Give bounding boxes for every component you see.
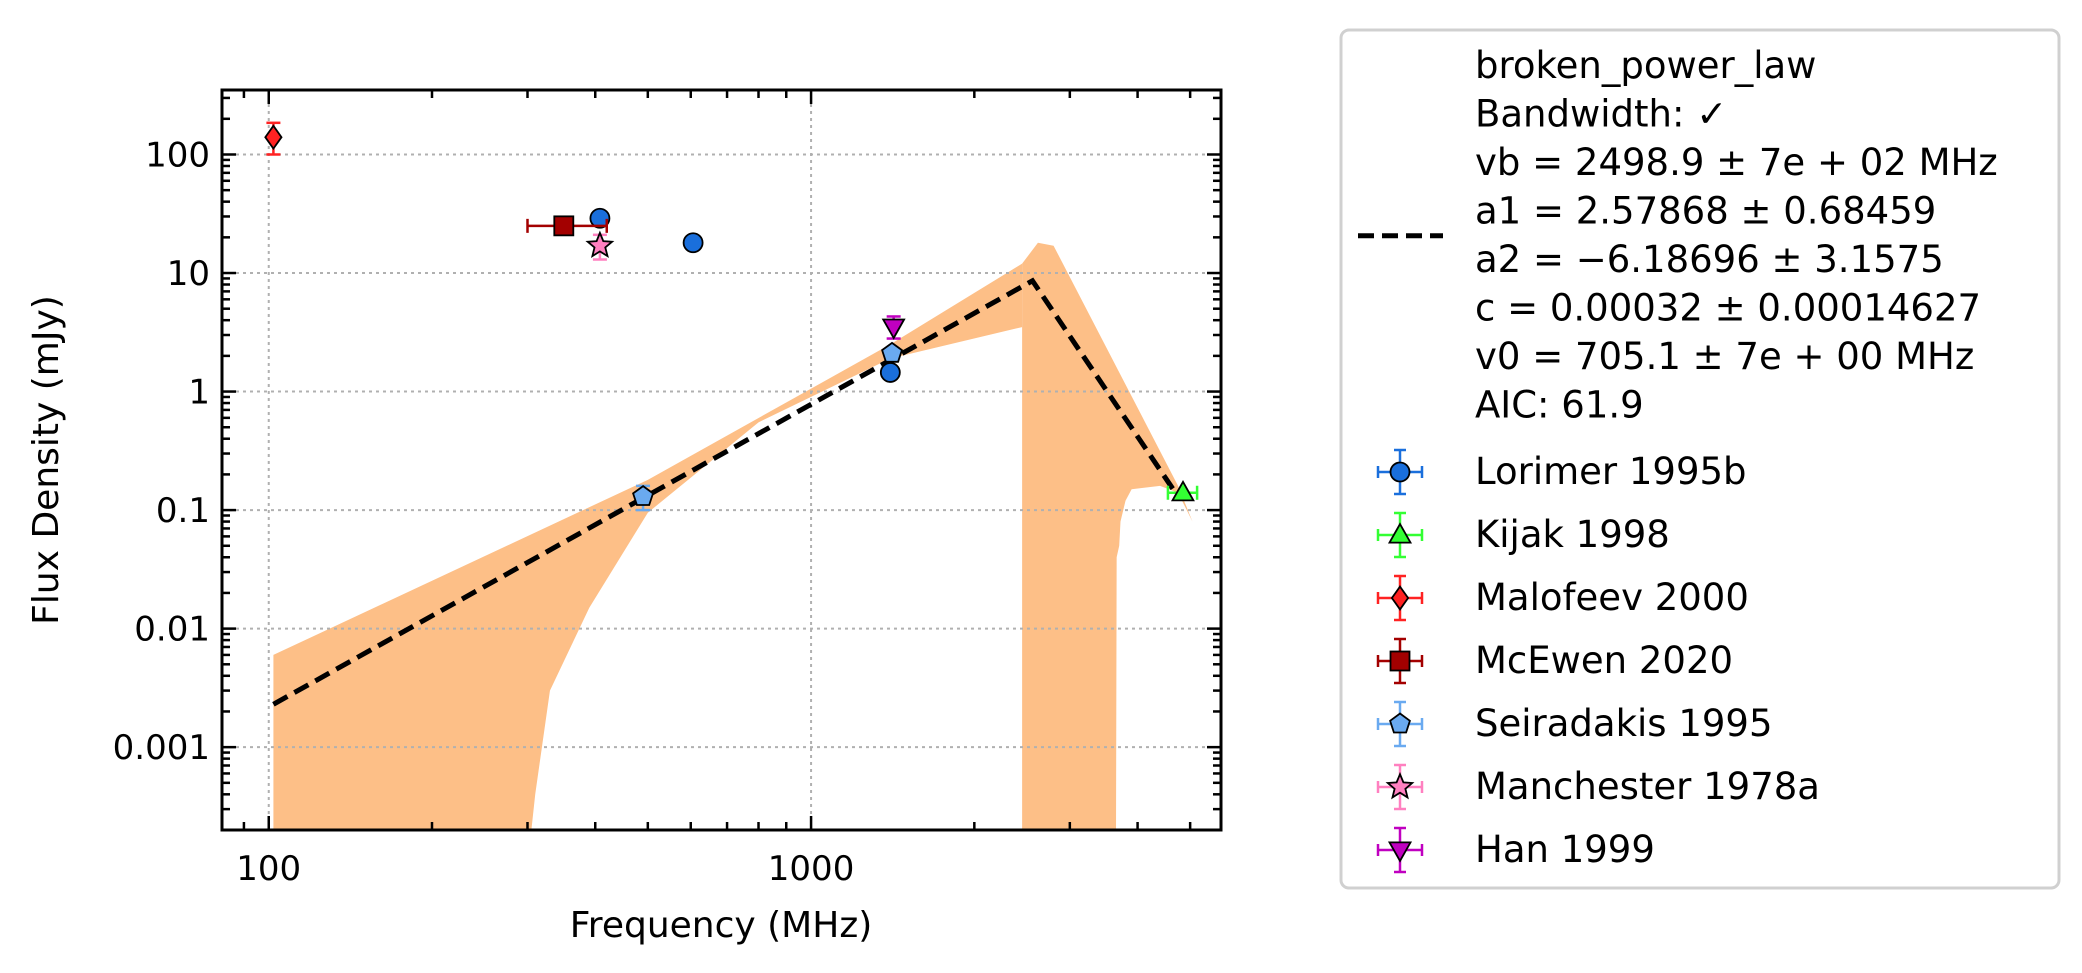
legend-frame [1339, 28, 2061, 890]
legend-fit-text: vb = 2498.9 ± 7e + 02 MHz [1475, 141, 1998, 184]
x-tick-label: 1000 [768, 849, 855, 889]
axis-ticks [222, 90, 1221, 832]
legend-fit-text: AIC: 61.9 [1475, 384, 1644, 427]
data-point [589, 207, 611, 229]
grid [222, 90, 1221, 830]
x-tick-label: 100 [236, 849, 301, 889]
legend-fit-text: c = 0.00032 ± 0.00014627 [1475, 287, 1981, 330]
legend-swatch-marker [1387, 522, 1413, 544]
legend-fit-text: broken_power_law [1475, 44, 1816, 87]
data-point [881, 341, 903, 363]
data-point [881, 318, 906, 340]
legend-series-label: McEwen 2020 [1475, 639, 1733, 682]
data-point [264, 124, 283, 151]
data-point [553, 215, 575, 237]
legend-swatch-marker [1387, 841, 1413, 863]
y-tick-label: 100 [145, 135, 210, 175]
fit-line [272, 277, 1181, 707]
y-tick-label: 1 [188, 373, 210, 413]
x-axis-title: Frequency (MHz) [570, 905, 873, 946]
uncertainty-band [273, 242, 1193, 830]
data-point [632, 484, 655, 506]
y-tick-label: 0.01 [134, 610, 210, 650]
legend-fit-text: a2 = −6.18696 ± 3.1575 [1475, 238, 1944, 281]
legend-swatch-marker [1389, 461, 1411, 483]
legend-swatch-marker [1389, 712, 1411, 734]
data-point [682, 232, 704, 254]
y-axis-title: Flux Density (mJy) [26, 295, 67, 625]
tick-labels: 100 1000 0.001 0.01 0.1 1 10 100 [113, 135, 855, 889]
legend-series-label: Seiradakis 1995 [1475, 702, 1772, 745]
band-region-left [273, 263, 1023, 830]
legend-series-label: Malofeev 2000 [1475, 576, 1749, 619]
plot-frame [220, 88, 1223, 832]
legend-fit-text: v0 = 705.1 ± 7e + 00 MHz [1475, 335, 1974, 378]
legend-swatch-marker [1389, 650, 1411, 672]
legend-swatch-marker [1385, 771, 1415, 800]
data-point [1170, 479, 1195, 502]
y-tick-label: 0.001 [113, 728, 210, 768]
legend-fit-text: Bandwidth: ✓ [1475, 93, 1727, 136]
y-tick-label: 10 [167, 254, 210, 294]
legend-series-label: Kijak 1998 [1475, 513, 1670, 556]
band-region-right [1022, 242, 1193, 830]
legend-series-label: Han 1999 [1475, 828, 1655, 871]
y-tick-label: 0.1 [156, 491, 210, 531]
legend-fit-text: a1 = 2.57868 ± 0.68459 [1475, 190, 1936, 233]
legend-series-label: Lorimer 1995b [1475, 450, 1747, 493]
data-point [585, 230, 615, 259]
legend: broken_power_law Bandwidth: ✓ vb = 2498.9 … [1339, 28, 2061, 890]
data-point [879, 362, 901, 383]
fit-line-path [272, 277, 1181, 707]
legend-swatch-marker [1390, 585, 1410, 611]
legend-series-label: Manchester 1978a [1475, 765, 1820, 808]
data-points [264, 121, 1199, 512]
